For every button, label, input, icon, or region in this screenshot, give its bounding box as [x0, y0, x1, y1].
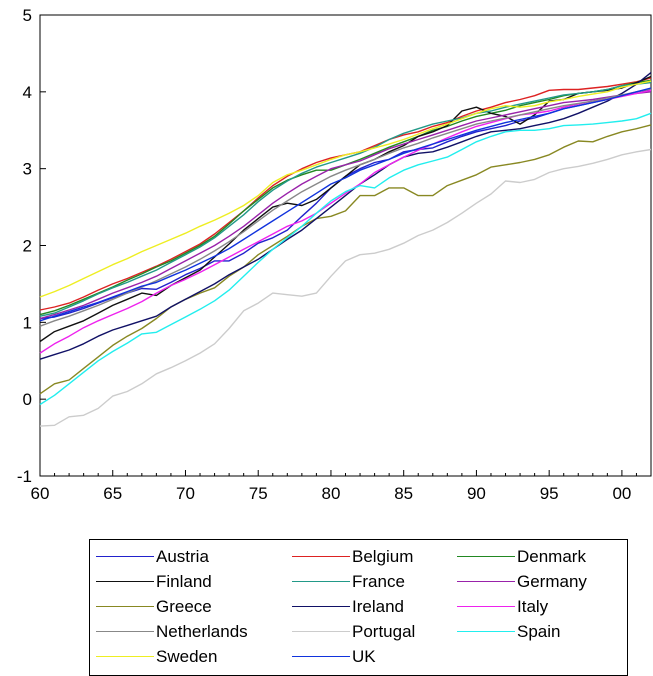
legend-item: Denmark [457, 545, 627, 568]
y-tick-label: 4 [23, 83, 32, 102]
legend-label: Germany [517, 571, 587, 591]
legend-swatch [292, 556, 350, 557]
series-line-ireland [39, 72, 652, 360]
series-line-uk [39, 87, 652, 322]
legend-swatch [457, 581, 515, 582]
legend-label: UK [352, 646, 376, 666]
x-tick-label: 65 [103, 484, 122, 503]
legend-label: Denmark [517, 546, 586, 566]
legend-label: Netherlands [156, 621, 248, 641]
legend-item: UK [292, 645, 457, 668]
x-tick-label: 00 [612, 484, 631, 503]
legend-item: Italy [457, 595, 627, 618]
legend-swatch [292, 606, 350, 607]
legend-swatch [96, 556, 154, 557]
legend-label: Austria [156, 546, 209, 566]
series-line-france [39, 81, 652, 317]
y-tick-label: 2 [23, 237, 32, 256]
legend-label: Greece [156, 596, 212, 616]
legend-label: Belgium [352, 546, 414, 566]
line-chart: -1 0 1 2 3 4 5 60 65 70 75 80 85 90 95 00 [17, 6, 652, 503]
legend-item: Greece [96, 595, 292, 618]
series-line-spain [39, 112, 652, 406]
legend-item: Belgium [292, 545, 457, 568]
legend-item: Finland [96, 570, 292, 593]
x-tick-label: 80 [321, 484, 340, 503]
series-line-finland [39, 75, 652, 343]
x-tick-label: 85 [394, 484, 413, 503]
y-tick-label: 0 [23, 390, 32, 409]
legend-item: Germany [457, 570, 627, 593]
legend-label: Finland [156, 571, 212, 591]
legend-label: Italy [517, 596, 549, 616]
legend: Austria Belgium Denmark Finland France German… [89, 539, 628, 676]
legend-item: Portugal [292, 620, 457, 643]
series-line-greece [39, 124, 652, 395]
legend-swatch [457, 606, 515, 607]
legend-swatch [96, 606, 154, 607]
legend-item: Netherlands [96, 620, 292, 643]
y-tick-label: -1 [17, 467, 32, 486]
legend-swatch [457, 631, 515, 632]
plot-frame [39, 14, 652, 477]
legend-item: Sweden [96, 645, 292, 668]
legend-item: Spain [457, 620, 627, 643]
legend-item: Ireland [292, 595, 457, 618]
legend-label: Spain [517, 621, 561, 641]
legend-item: Austria [96, 545, 292, 568]
legend-grid: Austria Belgium Denmark Finland France German… [96, 545, 627, 668]
legend-swatch [96, 656, 154, 657]
legend-swatch [292, 581, 350, 582]
y-tick-label: 5 [23, 6, 32, 25]
legend-label: Sweden [156, 646, 218, 666]
x-tick-label: 95 [540, 484, 559, 503]
series-line-austria [39, 88, 652, 320]
x-tick-label: 90 [467, 484, 486, 503]
legend-item: France [292, 570, 457, 593]
legend-swatch [292, 656, 350, 657]
series-line-denmark [39, 79, 652, 316]
series-line-netherlands [39, 88, 652, 327]
x-tick-label: 75 [249, 484, 268, 503]
series-line-germany [39, 91, 652, 320]
x-tick-label: 60 [31, 484, 50, 503]
legend-swatch [96, 631, 154, 632]
series-line-sweden [39, 80, 652, 298]
legend-swatch [292, 631, 350, 632]
x-axis: 60 65 70 75 80 85 90 95 00 [31, 470, 652, 503]
x-tick-label: 70 [176, 484, 195, 503]
legend-label: Ireland [352, 596, 404, 616]
series-line-italy [39, 89, 652, 354]
legend-swatch [96, 581, 154, 582]
legend-label: Portugal [352, 621, 416, 641]
series-layer [39, 72, 652, 427]
legend-label: France [352, 571, 405, 591]
plot-border [39, 14, 652, 477]
y-tick-label: 1 [23, 313, 32, 332]
series-line-portugal [39, 148, 652, 427]
y-axis: -1 0 1 2 3 4 5 [17, 6, 46, 486]
legend-swatch [457, 556, 515, 557]
y-tick-label: 3 [23, 160, 32, 179]
